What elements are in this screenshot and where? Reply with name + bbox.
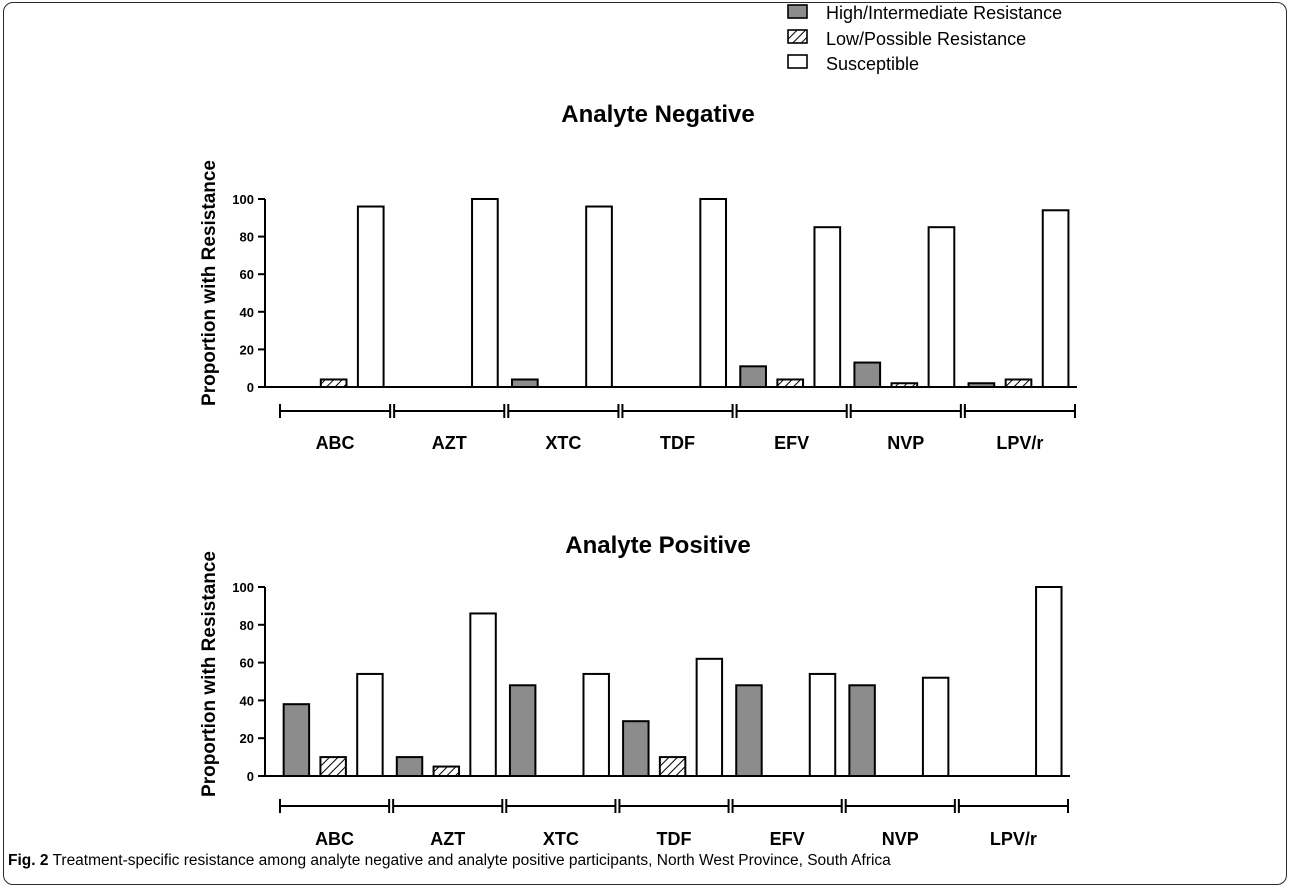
y-tick-label: 0 xyxy=(247,769,254,784)
legend-label-low: Low/Possible Resistance xyxy=(826,29,1026,49)
y-tick-label: 20 xyxy=(240,342,254,357)
legend-label-susceptible: Susceptible xyxy=(826,54,919,74)
bar-low-possible xyxy=(658,756,687,777)
bar-susceptible xyxy=(356,205,385,388)
category-label: TDF xyxy=(660,433,695,453)
bar-high-intermediate xyxy=(853,361,882,388)
category-label: XTC xyxy=(543,829,579,849)
y-tick-label: 100 xyxy=(232,192,254,207)
bar-low-possible xyxy=(1004,378,1033,389)
y-tick-label: 40 xyxy=(240,305,254,320)
bars xyxy=(282,586,1063,778)
category-label: AZT xyxy=(432,433,467,453)
y-tick-label: 20 xyxy=(240,731,254,746)
legend-swatch-high xyxy=(787,4,808,19)
bar-susceptible xyxy=(356,672,384,777)
bar-high-intermediate xyxy=(395,756,424,777)
bar-high-intermediate xyxy=(508,684,537,778)
y-tick-label: 60 xyxy=(240,267,254,282)
legend: High/Intermediate Resistance Low/Possibl… xyxy=(787,3,1062,74)
bar-susceptible xyxy=(1041,209,1070,388)
y-tick-label: 80 xyxy=(240,618,254,633)
category-label: NVP xyxy=(882,829,919,849)
bar-susceptible xyxy=(813,226,842,388)
category-label: EFV xyxy=(770,829,805,849)
bar-low-possible xyxy=(319,756,347,777)
y-tick-label: 80 xyxy=(240,230,254,245)
category-labels: ABC AZT XTC TDF EFV NVP LPV/r xyxy=(316,433,1044,453)
bar-high-intermediate xyxy=(967,382,996,388)
bar-susceptible xyxy=(927,226,956,388)
chart-analyte-negative: Analyte Negative Proportion with Resista… xyxy=(199,101,1077,453)
category-label: ABC xyxy=(315,829,354,849)
caption-text: Treatment-specific resistance among anal… xyxy=(48,852,891,869)
bar-high-intermediate xyxy=(622,720,650,778)
bar-low-possible xyxy=(319,378,348,389)
bar-susceptible xyxy=(695,657,724,778)
bar-susceptible xyxy=(808,672,837,777)
category-labels: ABC AZT XTC TDF EFV NVP LPV/r xyxy=(315,829,1037,849)
category-label: AZT xyxy=(430,829,465,849)
y-tick-label: 0 xyxy=(247,380,254,395)
chart-analyte-positive: Analyte Positive Proportion with Resista… xyxy=(199,532,1070,849)
bar-high-intermediate xyxy=(739,365,767,389)
category-label: NVP xyxy=(887,433,924,453)
category-label: XTC xyxy=(545,433,581,453)
category-label: LPV/r xyxy=(990,829,1037,849)
bar-high-intermediate xyxy=(848,684,876,778)
caption-lead: Fig. 2 xyxy=(8,852,49,869)
y-axis-label: Proportion with Resistance xyxy=(199,551,220,797)
bar-susceptible xyxy=(471,198,499,388)
chart-title: Analyte Negative xyxy=(561,101,754,128)
bar-high-intermediate xyxy=(735,684,763,778)
figure-frame xyxy=(3,2,1287,885)
category-label: LPV/r xyxy=(996,433,1043,453)
legend-swatch-low xyxy=(787,29,808,44)
bars xyxy=(319,198,1070,389)
legend-label-high: High/Intermediate Resistance xyxy=(826,3,1062,23)
bar-susceptible xyxy=(585,205,613,388)
y-tick-label: 40 xyxy=(240,693,254,708)
category-label: ABC xyxy=(316,433,355,453)
chart-title: Analyte Positive xyxy=(565,532,750,559)
bar-high-intermediate xyxy=(510,378,539,389)
bar-low-possible xyxy=(890,382,919,388)
legend-swatch-susceptible xyxy=(787,54,808,69)
y-axis-label: Proportion with Resistance xyxy=(199,160,220,406)
bar-low-possible xyxy=(432,765,461,777)
bar-susceptible xyxy=(469,612,497,778)
y-tick-label: 100 xyxy=(232,580,254,595)
category-label: EFV xyxy=(774,433,809,453)
bar-susceptible xyxy=(582,672,610,777)
bar-susceptible xyxy=(921,676,950,777)
bar-high-intermediate xyxy=(282,703,311,777)
bar-low-possible xyxy=(776,378,805,389)
bar-susceptible xyxy=(1035,586,1063,777)
bar-susceptible xyxy=(699,198,728,388)
y-tick-label: 60 xyxy=(240,656,254,671)
category-label: TDF xyxy=(657,829,692,849)
figure-caption: Fig. 2 Treatment-specific resistance amo… xyxy=(8,852,891,870)
